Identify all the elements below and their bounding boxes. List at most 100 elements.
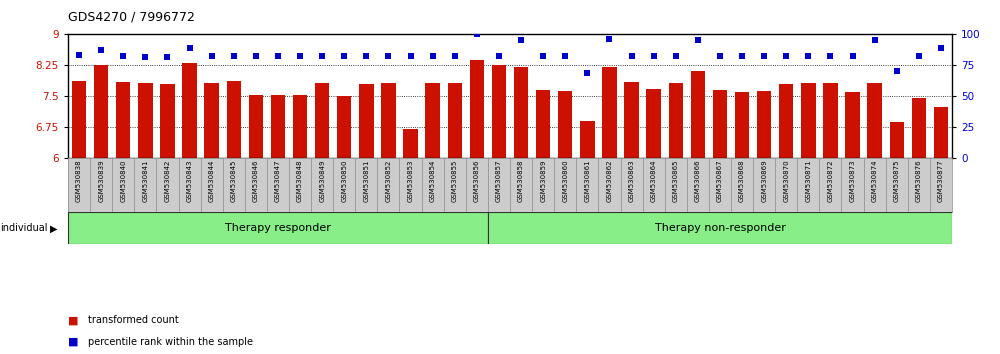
- Point: [93, 47, 109, 52]
- Bar: [890, 122, 904, 158]
- Bar: [602, 68, 617, 158]
- Point: [513, 37, 529, 42]
- Text: GSM530842: GSM530842: [164, 159, 170, 201]
- Point: [226, 53, 242, 59]
- Text: GSM530854: GSM530854: [430, 159, 436, 201]
- Bar: [912, 98, 926, 158]
- Text: GSM530871: GSM530871: [805, 159, 811, 202]
- Point: [137, 54, 153, 60]
- Point: [447, 53, 463, 59]
- Text: GSM530872: GSM530872: [827, 159, 833, 202]
- Point: [425, 53, 441, 59]
- Text: GSM530869: GSM530869: [761, 159, 767, 202]
- Text: GSM530844: GSM530844: [209, 159, 215, 201]
- Bar: [138, 83, 153, 158]
- Bar: [735, 92, 749, 158]
- Point: [624, 53, 640, 59]
- Text: GSM530841: GSM530841: [142, 159, 148, 202]
- Text: percentile rank within the sample: percentile rank within the sample: [88, 337, 253, 347]
- Bar: [713, 90, 727, 158]
- Bar: [492, 65, 506, 158]
- Point: [690, 37, 706, 42]
- Bar: [669, 83, 683, 158]
- Bar: [160, 84, 175, 158]
- Bar: [514, 68, 528, 158]
- Text: GSM530875: GSM530875: [894, 159, 900, 202]
- Text: GSM530859: GSM530859: [540, 159, 546, 202]
- Text: individual: individual: [0, 223, 48, 233]
- Bar: [867, 83, 882, 158]
- Bar: [359, 84, 374, 158]
- Bar: [934, 107, 948, 158]
- Point: [380, 53, 396, 59]
- Bar: [68, 212, 488, 244]
- Text: ▶: ▶: [50, 223, 58, 233]
- Bar: [801, 83, 816, 158]
- Text: GSM530867: GSM530867: [717, 159, 723, 202]
- Text: GSM530873: GSM530873: [850, 159, 856, 202]
- Point: [668, 53, 684, 59]
- Bar: [204, 83, 219, 158]
- Text: GSM530858: GSM530858: [518, 159, 524, 202]
- Point: [800, 53, 816, 59]
- Text: Therapy non-responder: Therapy non-responder: [655, 223, 785, 233]
- Text: GSM530865: GSM530865: [673, 159, 679, 202]
- Point: [491, 53, 507, 59]
- Text: Therapy responder: Therapy responder: [225, 223, 331, 233]
- Bar: [227, 81, 241, 158]
- Bar: [488, 212, 952, 244]
- Point: [248, 53, 264, 59]
- Point: [867, 37, 883, 42]
- Bar: [182, 63, 197, 158]
- Point: [822, 53, 838, 59]
- Point: [889, 68, 905, 74]
- Point: [845, 53, 861, 59]
- Bar: [315, 83, 329, 158]
- Bar: [116, 82, 130, 158]
- Bar: [779, 84, 793, 158]
- Text: GSM530840: GSM530840: [120, 159, 126, 202]
- Text: GSM530856: GSM530856: [474, 159, 480, 202]
- Bar: [470, 59, 484, 158]
- Bar: [536, 90, 550, 158]
- Bar: [624, 82, 639, 158]
- Bar: [403, 129, 418, 158]
- Point: [601, 36, 617, 41]
- Bar: [425, 83, 440, 158]
- Text: transformed count: transformed count: [88, 315, 179, 325]
- Text: GSM530870: GSM530870: [783, 159, 789, 202]
- Bar: [293, 95, 307, 158]
- Text: GSM530845: GSM530845: [231, 159, 237, 201]
- Point: [712, 53, 728, 59]
- Text: GSM530874: GSM530874: [872, 159, 878, 202]
- Point: [756, 53, 772, 59]
- Bar: [448, 83, 462, 158]
- Point: [159, 54, 175, 60]
- Bar: [757, 91, 771, 158]
- Point: [778, 53, 794, 59]
- Point: [646, 53, 662, 59]
- Text: ■: ■: [68, 315, 78, 325]
- Text: GSM530855: GSM530855: [452, 159, 458, 201]
- Point: [358, 53, 374, 59]
- Text: GSM530846: GSM530846: [253, 159, 259, 202]
- Text: GSM530866: GSM530866: [695, 159, 701, 202]
- Text: GSM530861: GSM530861: [584, 159, 590, 202]
- Text: GSM530838: GSM530838: [76, 159, 82, 202]
- Bar: [845, 92, 860, 158]
- Bar: [691, 71, 705, 158]
- Point: [535, 53, 551, 59]
- Bar: [558, 91, 572, 158]
- Point: [314, 53, 330, 59]
- Point: [71, 52, 87, 57]
- Text: ■: ■: [68, 337, 78, 347]
- Point: [270, 53, 286, 59]
- Text: GSM530877: GSM530877: [938, 159, 944, 202]
- Text: GSM530848: GSM530848: [297, 159, 303, 202]
- Text: GSM530860: GSM530860: [562, 159, 568, 202]
- Bar: [337, 96, 351, 158]
- Point: [579, 70, 595, 76]
- Bar: [249, 95, 263, 158]
- Point: [557, 53, 573, 59]
- Text: GDS4270 / 7996772: GDS4270 / 7996772: [68, 11, 195, 24]
